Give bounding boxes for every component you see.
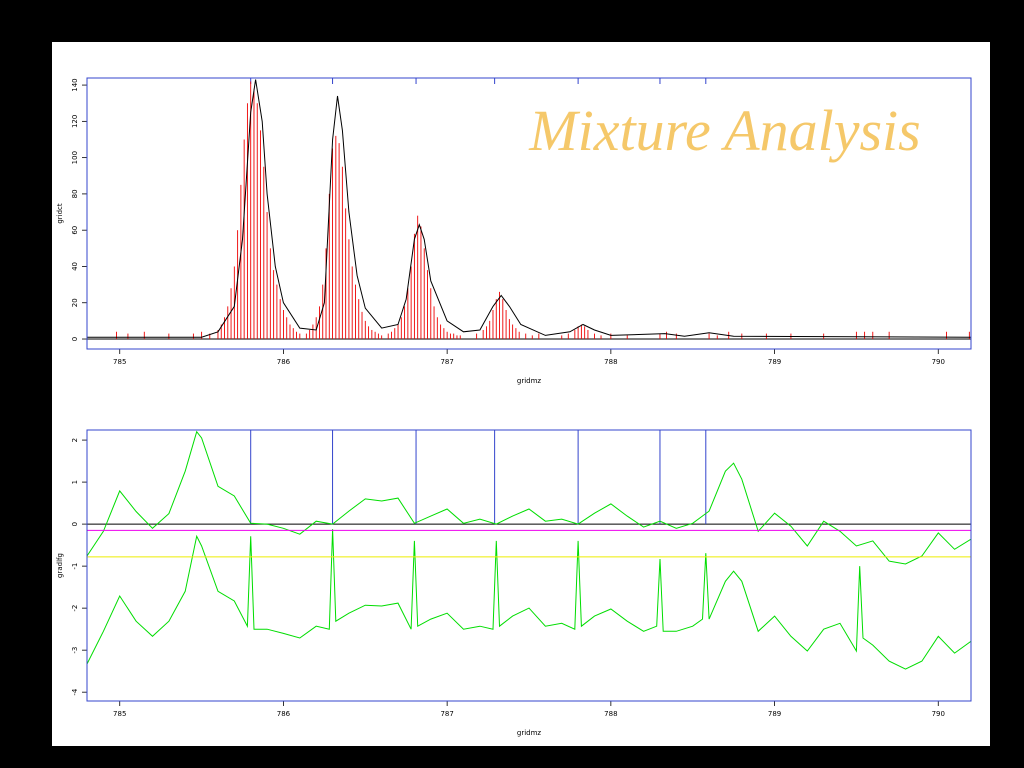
y-tick-label: 0: [71, 337, 79, 341]
x-tick-label: 787: [440, 358, 453, 366]
plot-frame: [86, 429, 972, 702]
x-axis-label: gridmz: [517, 729, 542, 737]
slide-title: Mixture Analysis: [528, 98, 920, 163]
y-tick-label: -3: [71, 647, 79, 654]
x-tick-label: 789: [768, 358, 781, 366]
y-tick-label: -1: [71, 563, 79, 570]
x-tick-label: 789: [768, 710, 781, 718]
plot-area: [87, 78, 971, 340]
plot-frame: [86, 77, 972, 350]
y-tick-label: -4: [71, 688, 79, 696]
series-line: [87, 529, 971, 670]
y-tick-label: 80: [71, 189, 79, 198]
x-tick-label: 787: [440, 710, 453, 718]
x-tick-label: 785: [113, 358, 126, 366]
x-tick-label: 786: [277, 358, 291, 366]
x-axis-label: gridmz: [517, 377, 542, 385]
y-axis-label: gridct: [56, 203, 64, 224]
y-tick-label: 20: [71, 298, 79, 307]
y-tick-label: 120: [71, 115, 79, 128]
panel: [52, 42, 990, 746]
series-line: [87, 79, 971, 338]
x-tick-label: 788: [604, 358, 617, 366]
x-tick-label: 790: [932, 358, 945, 366]
y-tick-label: 0: [71, 522, 79, 526]
y-tick-label: 1: [71, 480, 79, 484]
y-tick-label: 2: [71, 438, 79, 442]
y-axis-label: gradlfg: [56, 553, 64, 578]
x-tick-label: 785: [113, 710, 126, 718]
x-tick-label: 790: [932, 710, 945, 718]
y-tick-label: 100: [71, 151, 79, 164]
y-tick-label: -2: [71, 605, 79, 612]
plot-area: [87, 430, 971, 670]
series-line: [87, 430, 971, 565]
x-tick-label: 786: [277, 710, 291, 718]
y-tick-label: 140: [71, 78, 79, 91]
y-tick-label: 40: [71, 262, 79, 271]
y-tick-label: 60: [71, 226, 79, 235]
x-tick-label: 788: [604, 710, 617, 718]
